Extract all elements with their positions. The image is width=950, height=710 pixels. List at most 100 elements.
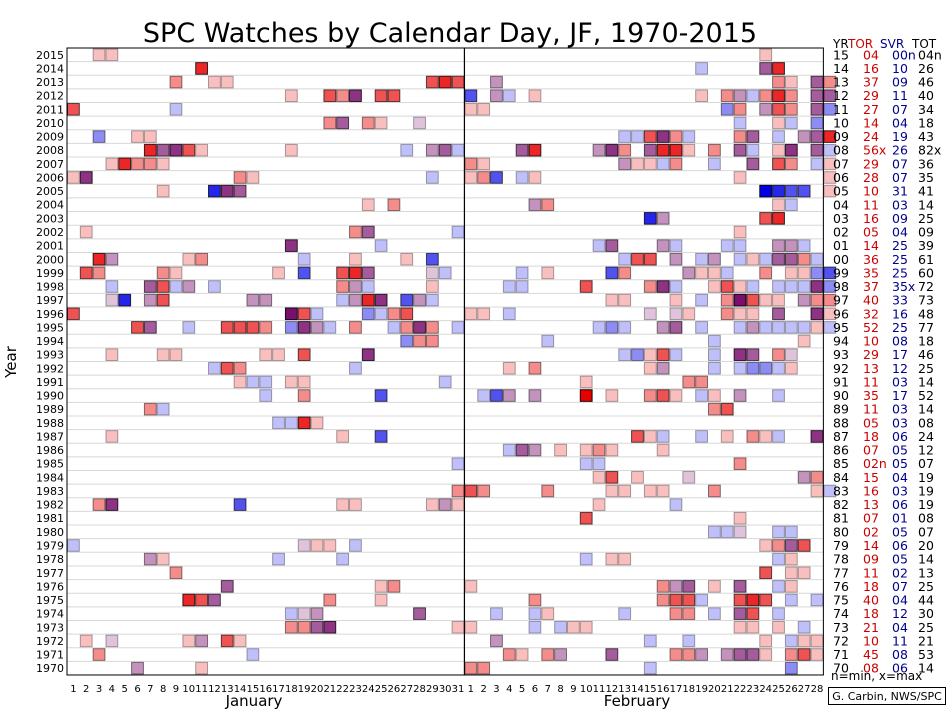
y-tick-label: 2015 — [36, 49, 64, 62]
summary-cell: 05 — [892, 443, 908, 458]
watch-cell — [323, 593, 337, 607]
watch-cell — [143, 157, 157, 171]
watch-cell — [169, 103, 183, 116]
watch-cell — [579, 620, 593, 634]
summary-cell: 05 — [863, 415, 879, 430]
watch-cell — [349, 266, 362, 280]
watch-cell — [208, 593, 221, 607]
watch-cell — [759, 48, 773, 62]
watch-cell — [208, 75, 221, 89]
watch-cell — [746, 143, 760, 157]
watch-cell — [784, 75, 798, 89]
watch-cell — [682, 307, 696, 321]
watch-cell — [784, 266, 798, 280]
watch-cell — [733, 130, 747, 143]
watch-cell — [720, 280, 734, 293]
summary-cell: 02 — [863, 524, 879, 539]
watch-cell — [605, 143, 619, 157]
y-tick-label: 1978 — [36, 553, 64, 566]
watch-cell — [182, 280, 196, 293]
watch-cell — [220, 580, 234, 593]
watch-cell — [810, 143, 824, 157]
watch-cell — [720, 293, 734, 307]
watch-cell — [105, 348, 119, 361]
watch-cell — [502, 443, 516, 457]
x-tick-label: 9 — [570, 684, 576, 695]
watch-cell — [772, 116, 785, 130]
watch-cell — [425, 266, 439, 280]
watch-cell — [156, 143, 170, 157]
summary-cell: 25 — [892, 252, 908, 267]
watch-cell — [131, 661, 144, 675]
watch-cell — [143, 552, 157, 566]
watch-cell — [349, 321, 362, 334]
summary-cell: 87 — [833, 429, 849, 444]
x-tick-label: 17 — [670, 684, 683, 695]
summary-footnote: n=min, x=max — [831, 669, 922, 683]
watch-cell — [92, 498, 106, 511]
x-tick-label: 7 — [147, 684, 153, 695]
watch-cell — [746, 157, 760, 171]
summary-cell: 02 — [892, 565, 908, 580]
watch-cell — [708, 348, 721, 361]
watch-cell — [323, 116, 337, 130]
summary-cell: 88 — [833, 415, 849, 430]
summary-cell: 11 — [863, 402, 879, 417]
y-tick-label: 2013 — [36, 76, 64, 89]
watch-cell — [618, 143, 632, 157]
watch-cell — [515, 143, 529, 157]
watch-cell — [784, 348, 798, 361]
summary-cell: 05 — [892, 524, 908, 539]
watch-cell — [336, 498, 350, 511]
watch-cell — [784, 239, 798, 252]
watch-cell — [425, 321, 439, 334]
watch-cell — [438, 75, 452, 89]
watch-cell — [759, 266, 773, 280]
watch-cell — [143, 321, 157, 334]
watch-cell — [695, 593, 708, 607]
watch-cell — [438, 375, 452, 389]
watch-cell — [631, 252, 644, 266]
y-tick-label: 2008 — [36, 144, 64, 157]
summary-cell: 34 — [918, 102, 934, 117]
summary-cell: 08 — [918, 415, 934, 430]
summary-cell: 04 — [892, 470, 908, 485]
watch-cell — [720, 402, 734, 416]
y-tick-label: 1997 — [36, 294, 64, 307]
summary-cell: 02n — [863, 456, 887, 471]
watch-cell — [797, 293, 811, 307]
watch-cell — [297, 307, 311, 321]
x-tick-label: 25 — [375, 684, 388, 695]
watch-cell — [784, 361, 798, 375]
watch-cell — [695, 252, 708, 266]
watch-cell — [746, 280, 760, 293]
watch-cell — [156, 157, 170, 171]
watch-cell — [746, 593, 760, 607]
x-tick-label: 16 — [657, 684, 670, 695]
watch-cell — [297, 252, 311, 266]
summary-cell: 16 — [863, 61, 879, 76]
summary-cell: 27 — [863, 102, 879, 117]
y-tick-label: 1971 — [36, 649, 64, 662]
watch-cell — [361, 348, 375, 361]
summary-cell: 10 — [863, 633, 879, 648]
watch-cell — [105, 634, 119, 648]
watch-cell — [182, 321, 196, 334]
summary-cell: 89 — [833, 402, 849, 417]
watch-cell — [759, 62, 773, 75]
summary-cell: 83 — [833, 483, 849, 498]
watch-cell — [669, 130, 683, 143]
watch-cell — [259, 293, 273, 307]
watch-cell — [143, 143, 157, 157]
summary-cell: 04 — [892, 620, 908, 635]
summary-cell: 17 — [892, 388, 908, 403]
watch-cell — [413, 293, 426, 307]
watch-cell — [733, 607, 747, 620]
watch-cell — [810, 293, 824, 307]
watch-cell — [733, 293, 747, 307]
y-tick-label: 2010 — [36, 117, 64, 130]
watch-cell — [605, 648, 619, 661]
watch-cell — [374, 89, 388, 103]
watch-cell — [361, 307, 375, 321]
watch-cell — [797, 184, 811, 198]
